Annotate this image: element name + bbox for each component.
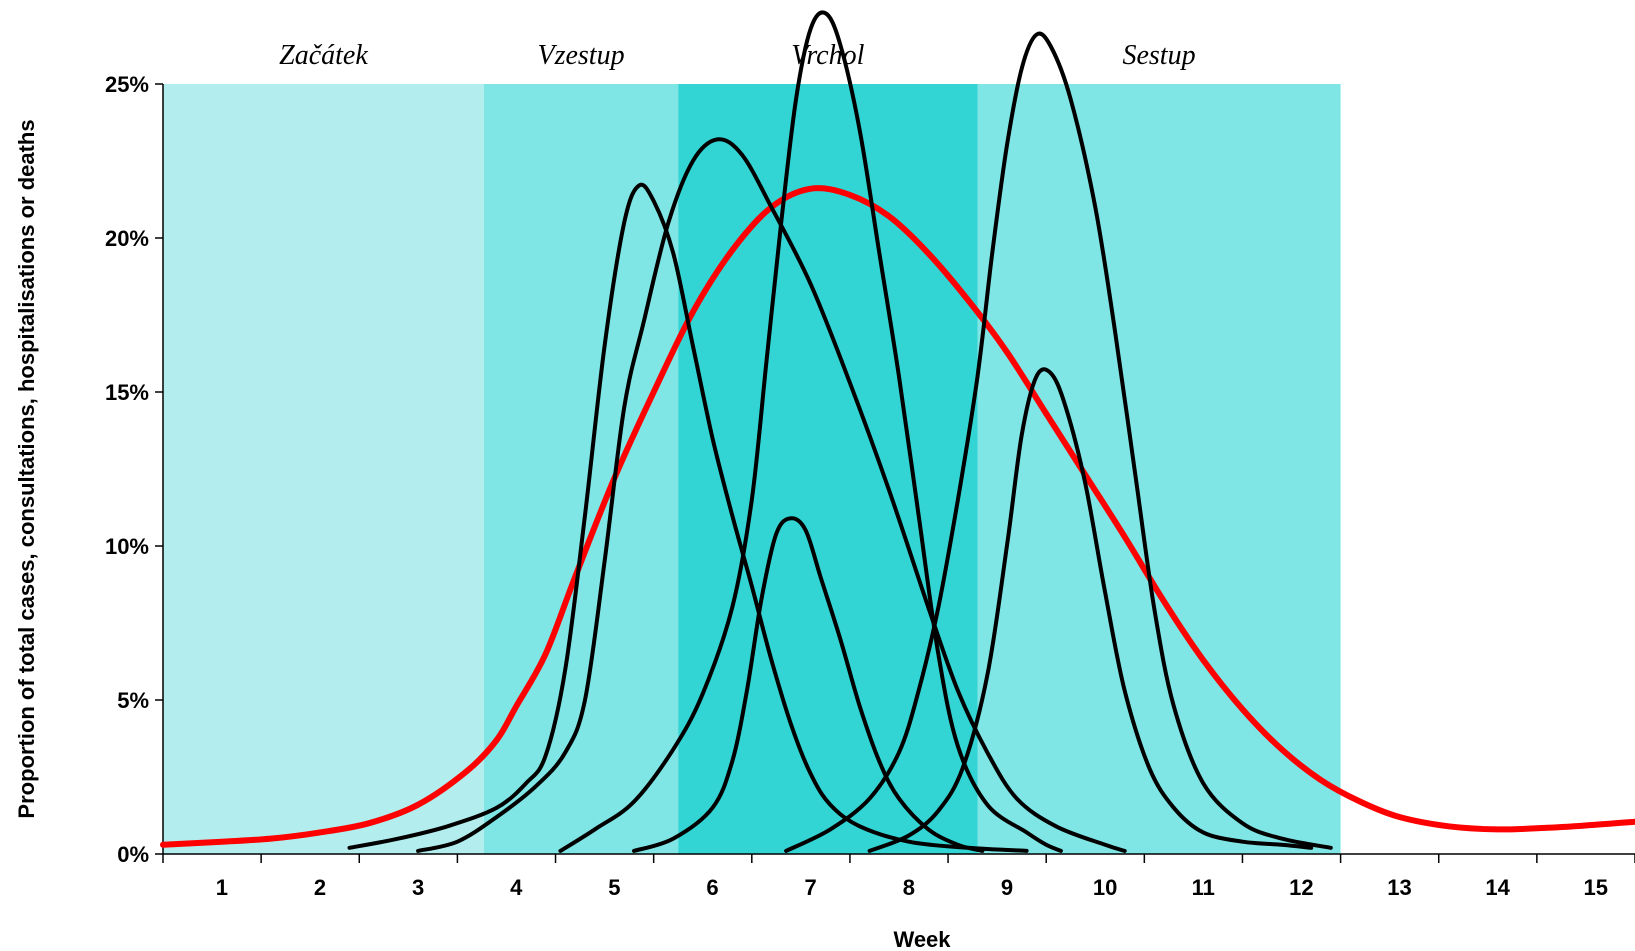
phase-band-4 [977,84,1341,854]
y-tick-label-1: 5% [117,688,149,713]
series-lines [160,10,1635,853]
y-tick-label-2: 10% [105,534,149,559]
phase-labels: Začátek Vzestup Vrchol Sestup [279,40,1195,71]
phase-band-2 [483,84,679,854]
x-tick-label-10: 10 [1093,875,1117,900]
phase-label-4: Sestup [1122,40,1195,71]
component-curve-3 [558,10,1063,853]
x-tick-label-6: 6 [706,875,718,900]
x-tick-label-13: 13 [1387,875,1411,900]
component-curve-4 [632,516,985,853]
phase-label-1: Začátek [279,40,368,71]
x-tick-label-11: 11 [1192,875,1215,900]
x-tick-label-2: 2 [314,875,326,900]
x-tick-label-1: 1 [216,875,228,900]
x-tick-label-14: 14 [1485,875,1510,900]
phase-label-3: Vrchol [791,40,864,71]
x-tick-label-12: 12 [1289,875,1313,900]
x-tick-label-15: 15 [1584,875,1608,900]
component-curve-6 [867,367,1314,853]
axes [162,84,1635,855]
phase-label-2: Vzestup [537,40,624,71]
component-curve-2 [416,137,1127,853]
y-tick-label-0: 0% [117,842,149,867]
x-tick-label-5: 5 [608,875,620,900]
overall-epidemic-curve [160,185,1635,848]
y-tick-label-3: 15% [105,380,149,405]
x-tick-label-3: 3 [412,875,424,900]
y-axis-title: Proportion of total cases, consultations… [14,119,39,818]
x-tick-label-4: 4 [510,875,523,900]
x-tick-label-7: 7 [805,875,817,900]
y-tick-label-4: 20% [105,226,149,251]
phase-band-1 [163,84,484,854]
phase-band-3 [678,84,978,854]
x-tick-label-9: 9 [1001,875,1013,900]
x-ticks: 1 2 3 4 5 6 7 8 9 10 11 12 13 14 15 [162,854,1635,900]
y-ticks: 0% 5% 10% 15% 20% 25% [105,72,163,867]
component-curve-5 [784,31,1333,853]
x-axis-title: Week [893,927,951,951]
component-curve-1 [347,182,1029,853]
y-tick-label-5: 25% [105,72,149,97]
phase-bands [163,84,1341,854]
x-tick-label-8: 8 [903,875,915,900]
